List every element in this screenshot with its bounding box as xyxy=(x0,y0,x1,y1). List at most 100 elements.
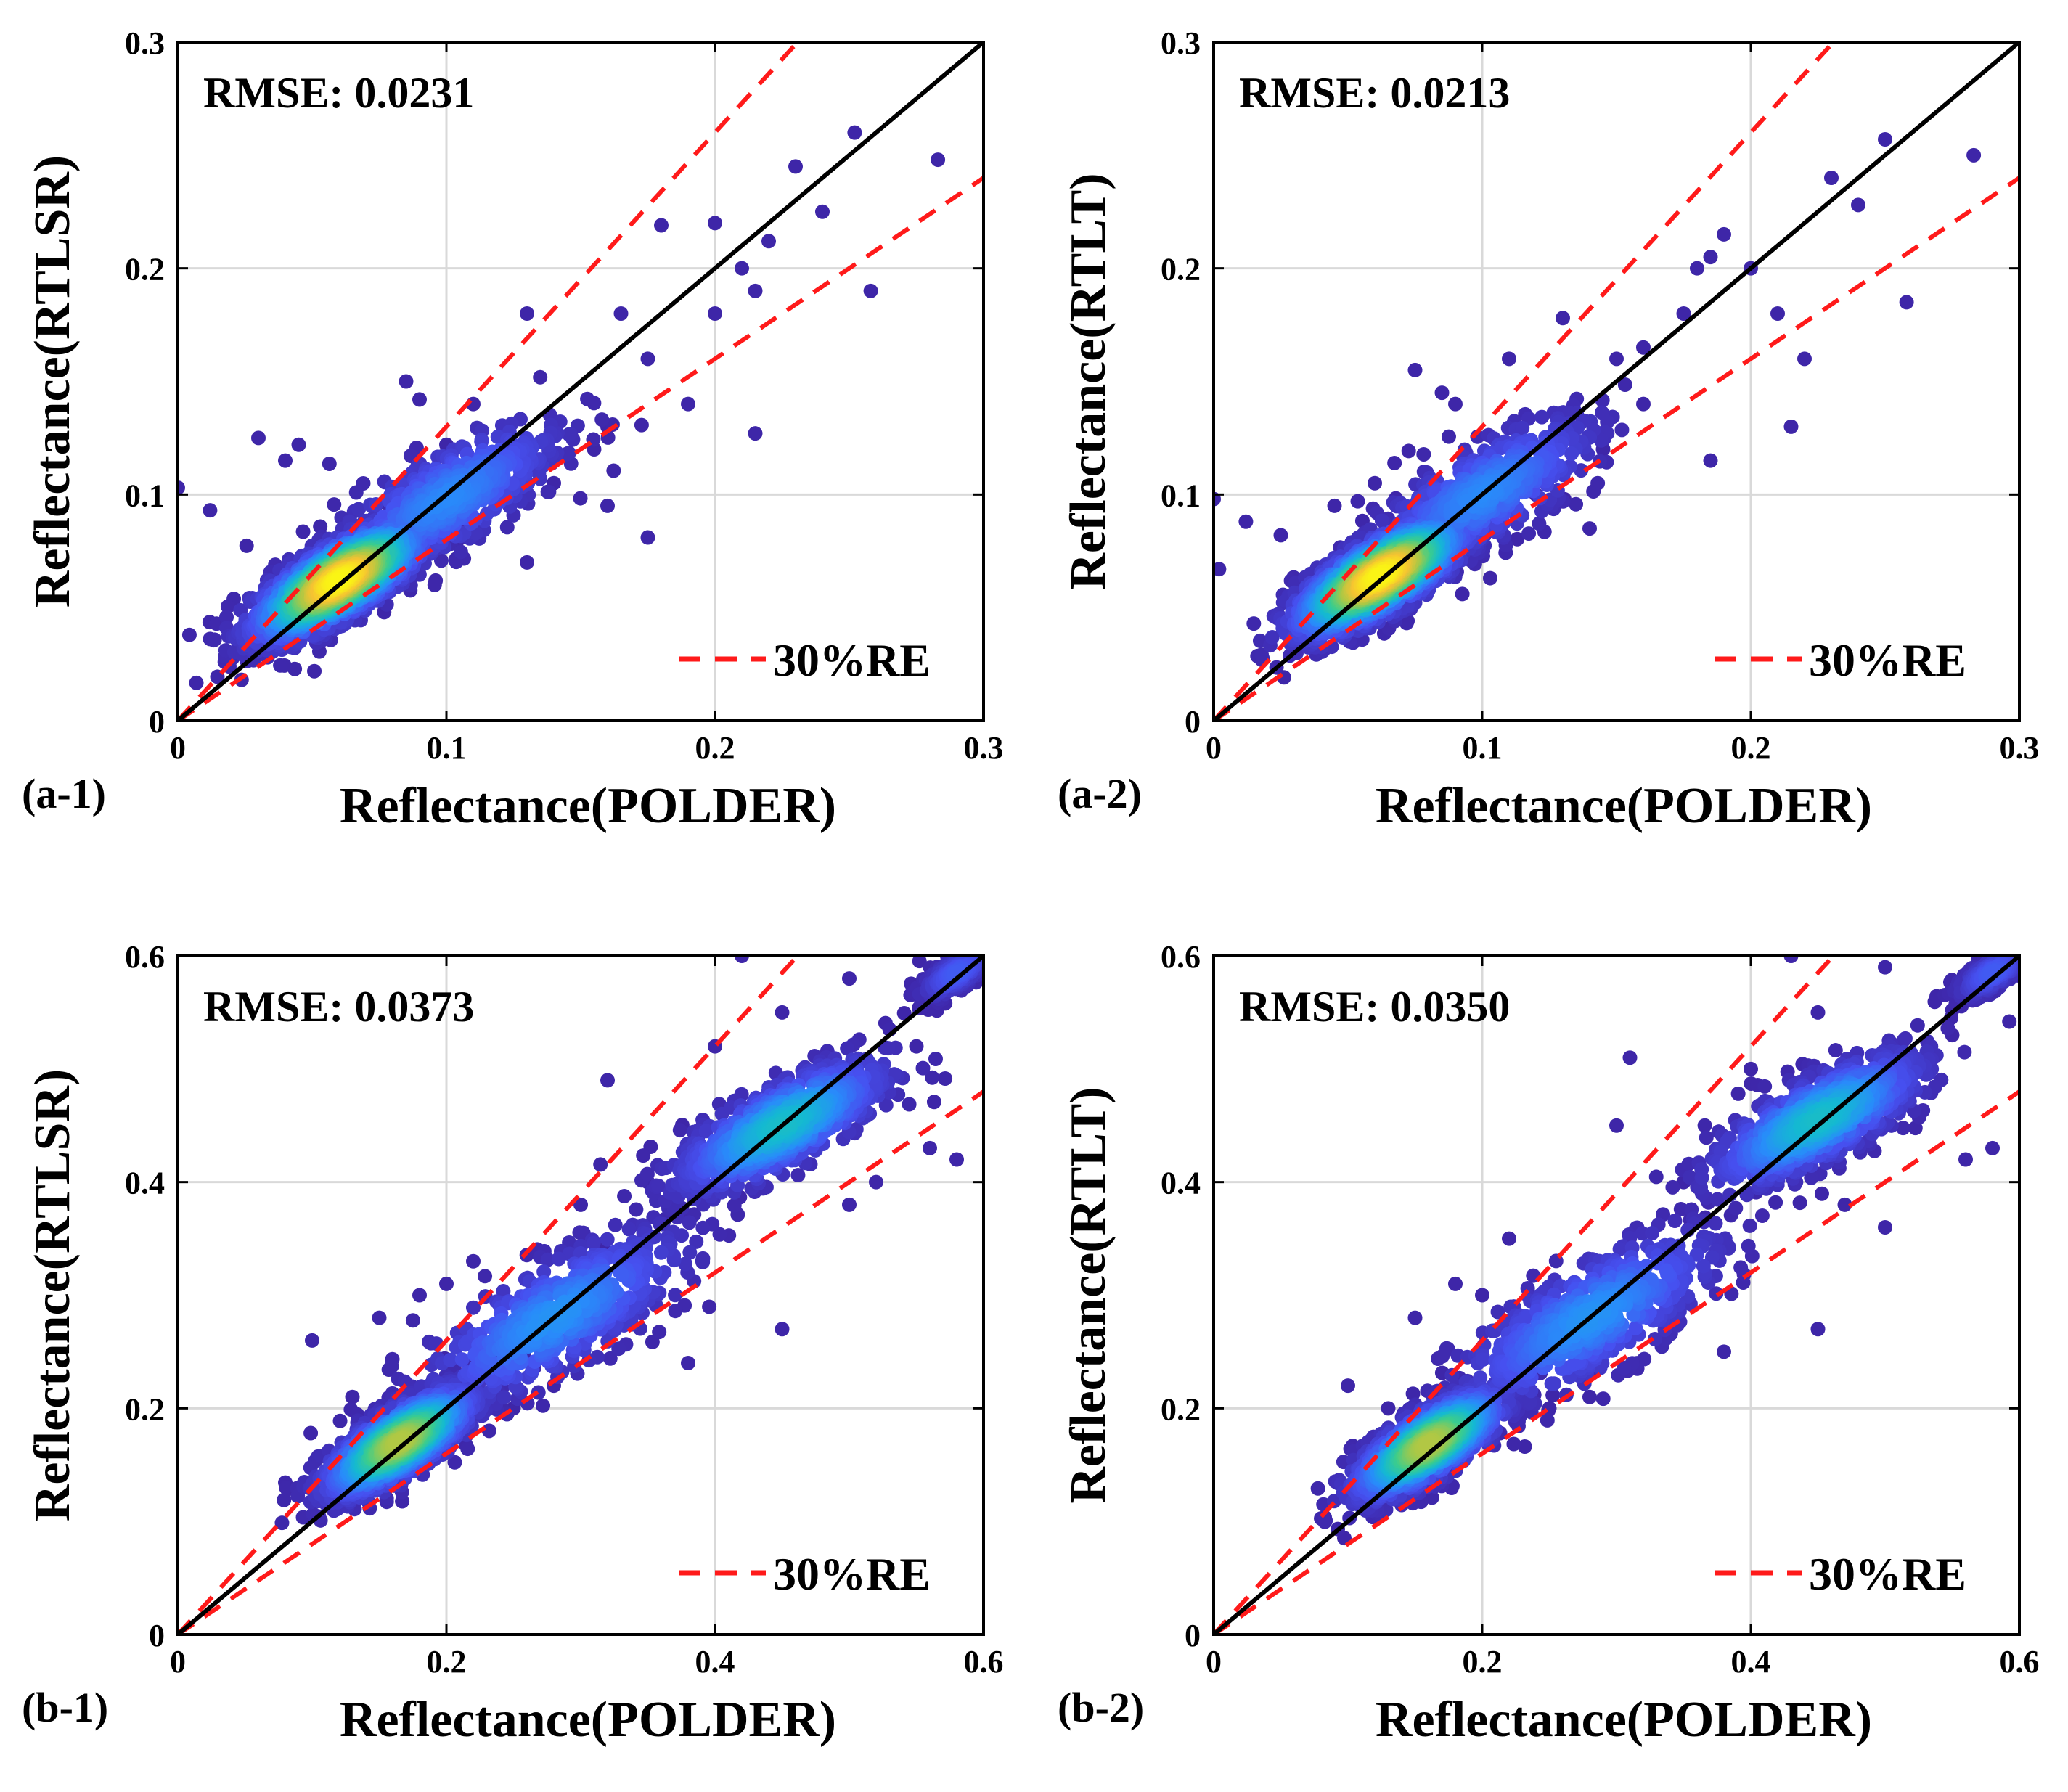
legend-label: 30%RE xyxy=(773,634,931,686)
scatter-point xyxy=(274,1515,290,1531)
scatter-point xyxy=(1582,521,1597,536)
scatter-point xyxy=(322,456,337,471)
scatter-points xyxy=(178,125,946,690)
y-tick-label: 0 xyxy=(149,704,165,740)
scatter-point xyxy=(453,544,468,560)
scatter-point xyxy=(1574,463,1589,478)
scatter-point xyxy=(1238,514,1254,529)
scatter-point xyxy=(1264,630,1280,645)
scatter-point xyxy=(1609,351,1624,367)
scatter-point xyxy=(405,1313,420,1328)
scatter-point xyxy=(348,485,364,500)
scatter-point xyxy=(1617,377,1632,392)
scatter-points xyxy=(274,956,984,1531)
scatter-point xyxy=(439,1276,454,1291)
scatter-point xyxy=(600,498,615,513)
y-tick-label: 0.1 xyxy=(1161,478,1201,513)
scatter-point xyxy=(1401,443,1416,459)
scatter-point xyxy=(1556,311,1570,326)
scatter-point xyxy=(1416,446,1431,462)
scatter-point xyxy=(303,1425,319,1441)
x-tick-label: 0.1 xyxy=(1463,730,1503,766)
scatter-point xyxy=(1482,570,1497,586)
scatter-point xyxy=(788,159,803,174)
scatter-point xyxy=(915,1060,931,1076)
scatter-point xyxy=(1703,250,1718,265)
scatter-point xyxy=(540,1252,555,1267)
scatter-point xyxy=(678,1256,693,1272)
scatter-point xyxy=(439,490,454,505)
scatter-point xyxy=(708,306,722,321)
scatter-point xyxy=(536,1398,551,1413)
scatter-point xyxy=(1368,475,1382,491)
scatter-point xyxy=(1851,197,1865,213)
scatter-point xyxy=(600,1073,615,1088)
scatter-point xyxy=(251,430,266,446)
scatter-point xyxy=(178,480,185,495)
scatter-point xyxy=(478,1269,493,1284)
scatter-point xyxy=(277,1492,292,1507)
scatter-point xyxy=(925,1070,940,1085)
scatter-point xyxy=(938,1071,953,1087)
scatter-point xyxy=(621,1222,637,1237)
scatter-point xyxy=(708,216,722,231)
scatter-point xyxy=(650,1178,666,1193)
y-tick-label: 0.3 xyxy=(125,25,165,61)
rmse-annotation: RMSE: 0.0213 xyxy=(1239,69,1510,117)
scatter-point xyxy=(790,1168,806,1183)
scatter-point xyxy=(931,152,946,168)
scatter-point xyxy=(1246,616,1262,631)
panel-label: (a-1) xyxy=(22,770,106,817)
scatter-point xyxy=(1636,396,1651,412)
axes-frame xyxy=(176,41,985,722)
re-upper-line xyxy=(1214,42,1836,721)
scatter-point xyxy=(681,396,695,412)
scatter-point xyxy=(1797,351,1812,367)
scatter-point xyxy=(600,1232,615,1247)
scatter-point xyxy=(909,1039,924,1054)
re-upper-line xyxy=(178,42,801,721)
reference-lines xyxy=(1214,42,2019,721)
scatter-point xyxy=(1273,528,1288,543)
scatter-point xyxy=(412,1288,427,1303)
scatter-point xyxy=(278,453,293,468)
scatter-point xyxy=(496,1390,512,1405)
scatter-point xyxy=(1374,513,1389,528)
scatter-point xyxy=(878,1097,894,1113)
scatter-point xyxy=(1676,306,1691,321)
scatter-point xyxy=(189,675,204,690)
scatter-point xyxy=(573,491,588,506)
scatter-point xyxy=(1510,531,1525,547)
scatter-point xyxy=(608,1217,623,1232)
y-tick-label: 0.1 xyxy=(125,478,165,513)
scatter-point xyxy=(629,1202,644,1217)
scatter-point xyxy=(923,1140,937,1155)
x-tick-label: 0.3 xyxy=(2000,730,2040,766)
scatter-point xyxy=(1448,396,1463,412)
scatter-point xyxy=(1455,586,1470,602)
scatter-point xyxy=(1407,362,1423,377)
scatter-point xyxy=(499,520,515,535)
scatter-point xyxy=(1502,351,1516,367)
panel-b1: 0 0.2 0.4 0.6 0 0.2 0.4 0.6 Reflectance(… xyxy=(22,939,1004,1748)
scatter-point xyxy=(1824,171,1839,185)
x-tick-label: 0.1 xyxy=(427,730,467,766)
scatter-point xyxy=(427,577,442,592)
scatter-point xyxy=(712,1227,727,1242)
scatter-point xyxy=(727,1198,742,1213)
scatter-point xyxy=(668,1288,683,1303)
scatter-point xyxy=(1614,422,1630,438)
scatter-point xyxy=(551,1251,566,1267)
scatter-point xyxy=(926,1095,941,1110)
scatter-point xyxy=(219,610,234,625)
scatter-point xyxy=(735,261,749,276)
scatter-point xyxy=(652,1325,667,1340)
scatter-point xyxy=(695,1220,711,1235)
re-lower-line xyxy=(178,176,984,721)
scatter-point xyxy=(307,663,322,679)
tick-marks xyxy=(1212,41,2021,722)
scatter-point xyxy=(775,1322,790,1337)
scatter-point xyxy=(533,369,548,385)
scatter-point xyxy=(654,218,669,233)
axes-frame xyxy=(1212,41,2021,722)
